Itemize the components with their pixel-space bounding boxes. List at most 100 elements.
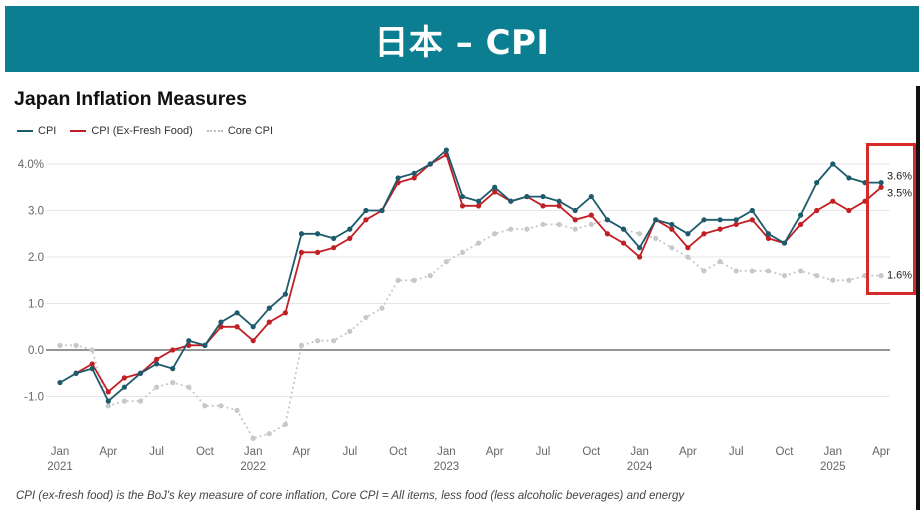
data-point-cpi-ex-fresh-food: [765, 235, 772, 241]
data-point-core-cpi: [798, 268, 804, 274]
data-point-cpi-ex-fresh-food: [363, 217, 369, 223]
x-tick-year-label: 2025: [820, 461, 846, 473]
legend-label-cpi: CPI: [38, 125, 57, 137]
legend-swatch-cpi: [17, 130, 33, 132]
legend-swatch-core-cpi: [206, 130, 223, 132]
data-point-core-cpi: [89, 347, 95, 353]
legend-item-core-cpi: Core CPI: [206, 125, 273, 137]
data-point-core-cpi: [266, 431, 272, 437]
data-point-cpi: [556, 198, 562, 204]
legend-item-cpi: CPI: [17, 125, 56, 137]
data-point-cpi: [572, 207, 578, 214]
data-point-cpi-ex-fresh-food: [669, 226, 675, 232]
data-point-cpi-ex-fresh-food: [331, 245, 337, 251]
data-point-cpi: [846, 175, 852, 181]
data-point-cpi: [218, 319, 224, 325]
x-tick-label: Oct: [389, 446, 408, 458]
banner-title: 日本 – CPI: [374, 22, 550, 63]
data-point-cpi: [492, 184, 498, 190]
data-point-cpi: [154, 361, 160, 367]
legend-swatch-cpi-ex-fresh: [70, 130, 87, 132]
data-point-cpi: [476, 198, 482, 204]
x-tick-label: Jan: [244, 446, 263, 458]
data-point-core-cpi: [121, 398, 127, 404]
data-point-cpi: [331, 235, 337, 241]
data-point-core-cpi: [250, 435, 256, 441]
data-point-cpi-ex-fresh-food: [411, 175, 417, 181]
data-point-core-cpi: [186, 384, 192, 390]
end-label-cpi-ex-fresh-food: 3.5%: [887, 187, 912, 199]
data-point-cpi: [669, 221, 675, 228]
x-tick-label: Apr: [872, 446, 890, 458]
x-tick-label: Jan: [51, 446, 70, 458]
data-point-cpi-ex-fresh-food: [250, 338, 256, 344]
x-tick-label: Jul: [729, 446, 744, 458]
data-point-cpi-ex-fresh-food: [492, 189, 498, 195]
x-tick-label: Jul: [342, 446, 357, 458]
data-point-core-cpi: [218, 403, 224, 409]
x-tick-label: Jan: [630, 446, 649, 458]
data-point-cpi-ex-fresh-food: [798, 221, 804, 228]
data-point-cpi-ex-fresh-food: [685, 245, 691, 251]
x-tick-label: Apr: [486, 446, 504, 458]
data-point-cpi: [733, 217, 739, 223]
data-point-cpi: [508, 198, 514, 204]
data-point-cpi-ex-fresh-food: [717, 226, 723, 232]
x-tick-label: Jul: [149, 446, 164, 458]
x-tick-label: Jul: [536, 446, 551, 458]
legend-item-cpi-ex-fresh: CPI (Ex-Fresh Food): [70, 125, 193, 137]
data-point-cpi: [814, 180, 820, 186]
x-tick-year-label: 2021: [47, 461, 73, 473]
end-label-core-cpi: 1.6%: [887, 270, 912, 282]
data-point-cpi-ex-fresh-food: [266, 319, 272, 325]
data-point-cpi-ex-fresh-food: [89, 361, 95, 367]
chart-legend: CPI CPI (Ex-Fresh Food) Core CPI: [17, 124, 287, 138]
data-point-cpi: [202, 342, 208, 348]
data-point-core-cpi: [508, 226, 514, 232]
data-point-core-cpi: [202, 403, 208, 409]
data-point-cpi: [798, 212, 804, 218]
x-tick-label: Oct: [776, 446, 795, 458]
x-tick-label: Apr: [293, 446, 311, 458]
data-point-cpi: [765, 231, 772, 237]
y-tick-label: 3.0: [28, 206, 44, 218]
chart-title: Japan Inflation Measures: [14, 88, 247, 110]
data-point-cpi: [363, 207, 369, 214]
data-point-core-cpi: [331, 338, 337, 344]
x-tick-year-label: 2022: [240, 461, 266, 473]
x-tick-label: Oct: [196, 446, 215, 458]
data-point-core-cpi: [427, 273, 433, 279]
data-point-cpi: [250, 324, 256, 330]
data-point-cpi: [524, 193, 530, 200]
data-point-cpi-ex-fresh-food: [701, 231, 707, 237]
data-point-core-cpi: [524, 226, 530, 232]
data-point-core-cpi: [765, 268, 772, 274]
data-point-cpi: [637, 245, 643, 251]
data-point-core-cpi: [154, 384, 160, 390]
data-point-cpi: [620, 226, 627, 232]
data-point-cpi: [105, 398, 111, 404]
data-point-core-cpi: [73, 342, 79, 348]
data-point-cpi: [89, 366, 95, 372]
banner: 日本 – CPI: [5, 6, 919, 72]
data-point-cpi: [653, 217, 659, 223]
series-line-cpi: [59, 149, 882, 403]
data-point-core-cpi: [347, 328, 353, 334]
data-point-cpi: [749, 207, 755, 214]
data-point-core-cpi: [476, 240, 482, 246]
data-point-cpi: [604, 217, 611, 223]
data-point-core-cpi: [379, 305, 385, 311]
data-point-core-cpi: [137, 398, 144, 404]
data-point-core-cpi: [395, 277, 401, 283]
data-point-cpi: [57, 379, 63, 386]
data-point-cpi: [186, 338, 192, 344]
data-point-cpi-ex-fresh-food: [556, 203, 562, 209]
data-point-core-cpi: [282, 421, 288, 427]
data-point-cpi-ex-fresh-food: [170, 347, 176, 353]
data-point-core-cpi: [878, 273, 884, 279]
data-point-core-cpi: [57, 342, 63, 348]
end-value-callout-box: [866, 143, 916, 295]
data-point-cpi: [443, 147, 449, 153]
data-point-cpi: [137, 370, 144, 376]
data-point-core-cpi: [363, 314, 369, 321]
